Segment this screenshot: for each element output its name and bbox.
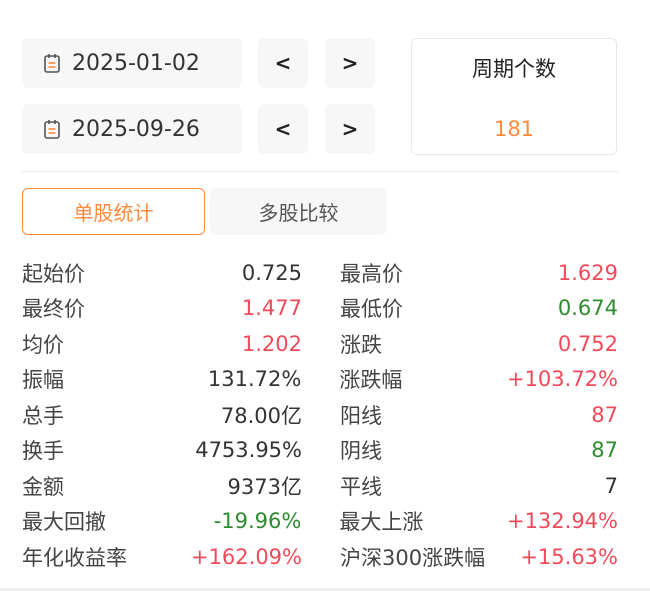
stat-value: 131.72% — [207, 367, 302, 392]
stat-value: 87 — [591, 402, 618, 427]
stat-value: 0.725 — [241, 260, 302, 285]
stat-label: 阴线 — [340, 439, 382, 464]
stat-value: 78.00亿 — [220, 403, 302, 428]
stat-row: 起始价 0.725 最高价 1.629 — [22, 255, 618, 291]
stat-value: 7 — [604, 473, 618, 498]
stat-label: 最大上涨 — [339, 510, 424, 535]
bottom-border — [0, 588, 650, 591]
start-date-prev-button[interactable]: < — [258, 38, 308, 88]
stat-label: 最大回撤 — [22, 510, 106, 535]
stat-value: 9373亿 — [227, 474, 302, 499]
stat-label: 均价 — [22, 332, 64, 357]
stat-row: 年化收益率 +162.09% 沪深300涨跌幅 +15.63% — [22, 539, 618, 575]
start-date-value: 2025-01-02 — [72, 50, 200, 76]
stat-label: 阳线 — [340, 403, 382, 428]
stat-label: 换手 — [22, 439, 64, 464]
stat-value: 0.752 — [557, 331, 618, 356]
stat-value: +132.94% — [506, 509, 618, 534]
stat-row: 金额 9373亿 平线 7 — [22, 468, 618, 504]
stat-label: 金额 — [22, 474, 64, 499]
stat-value: 87 — [591, 438, 618, 463]
tab-single-stock[interactable]: 单股统计 — [22, 188, 205, 235]
stat-row: 振幅 131.72% 涨跌幅 +103.72% — [22, 362, 618, 398]
stat-label: 起始价 — [22, 261, 85, 286]
tab-multi-stock[interactable]: 多股比较 — [210, 188, 387, 235]
end-date-next-button[interactable]: > — [325, 104, 375, 154]
period-count-value: 181 — [493, 117, 535, 141]
stat-value: 1.202 — [241, 331, 302, 356]
start-date-next-button[interactable]: > — [325, 38, 375, 88]
stat-label: 平线 — [340, 474, 382, 499]
end-date-picker[interactable]: 2025-09-26 — [22, 104, 242, 154]
stat-value: +103.72% — [506, 367, 618, 392]
stat-label: 沪深300涨跌幅 — [340, 545, 486, 570]
period-count-card: 周期个数 181 — [411, 38, 617, 155]
start-date-picker[interactable]: 2025-01-02 — [22, 38, 242, 88]
stat-row: 最终价 1.477 最低价 0.674 — [22, 291, 618, 327]
stat-value: +162.09% — [190, 544, 302, 569]
end-date-prev-button[interactable]: < — [258, 104, 308, 154]
stat-row: 换手 4753.95% 阴线 87 — [22, 433, 618, 469]
calendar-icon — [44, 119, 60, 139]
end-date-value: 2025-09-26 — [72, 116, 200, 142]
stat-value: 1.477 — [241, 296, 302, 321]
stat-label: 涨跌幅 — [339, 368, 403, 393]
stat-row: 总手 78.00亿 阳线 87 — [22, 397, 618, 433]
stat-label: 总手 — [22, 403, 64, 428]
calendar-icon — [44, 53, 60, 73]
stat-label: 最低价 — [340, 297, 403, 322]
stat-row: 最大回撤 -19.96% 最大上涨 +132.94% — [22, 504, 618, 540]
period-count-title: 周期个数 — [472, 57, 556, 81]
stats-table: 起始价 0.725 最高价 1.629 最终价 1.477 最低价 0.674 均价 1.202 涨… — [22, 255, 618, 575]
stat-label: 最终价 — [22, 297, 85, 322]
stat-label: 最高价 — [340, 261, 403, 286]
stat-value: 1.629 — [557, 260, 618, 285]
stat-value: 0.674 — [557, 296, 618, 321]
stat-label: 年化收益率 — [22, 545, 127, 570]
stat-label: 振幅 — [22, 368, 64, 393]
stat-label: 涨跌 — [340, 332, 382, 357]
stat-value: -19.96% — [213, 509, 302, 534]
divider — [22, 171, 618, 172]
stat-value: +15.63% — [520, 544, 618, 569]
stat-value: 4753.95% — [195, 438, 302, 463]
stat-row: 均价 1.202 涨跌 0.752 — [22, 326, 618, 362]
